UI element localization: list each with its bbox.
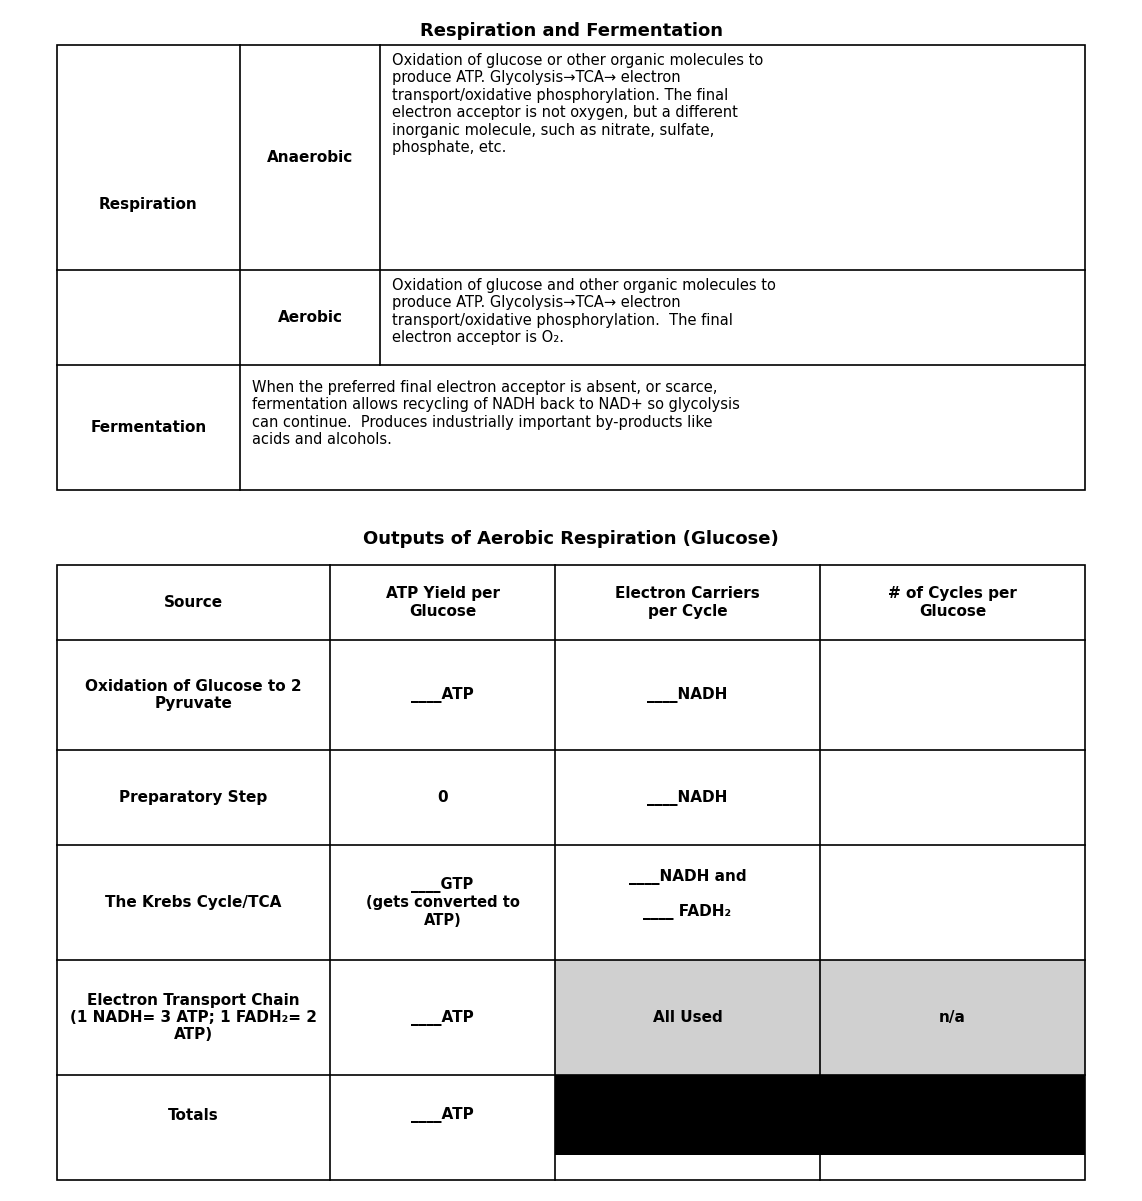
Text: Totals: Totals (168, 1107, 219, 1123)
Text: Aerobic: Aerobic (278, 310, 343, 325)
Text: ____ATP: ____ATP (411, 1107, 474, 1123)
Text: Fermentation: Fermentation (90, 420, 207, 435)
Text: Electron Transport Chain
(1 NADH= 3 ATP; 1 FADH₂= 2
ATP): Electron Transport Chain (1 NADH= 3 ATP;… (70, 992, 317, 1042)
Text: Oxidation of Glucose to 2
Pyruvate: Oxidation of Glucose to 2 Pyruvate (86, 679, 301, 711)
Text: ____NADH: ____NADH (648, 687, 727, 703)
Text: Respiration and Fermentation: Respiration and Fermentation (419, 22, 723, 40)
Text: Anaerobic: Anaerobic (267, 150, 353, 165)
Text: Respiration: Respiration (99, 197, 198, 213)
Text: Oxidation of glucose or other organic molecules to
produce ATP. Glycolysis→TCA→ : Oxidation of glucose or other organic mo… (392, 53, 763, 155)
Bar (820, 960, 1085, 1075)
Bar (57, 564, 1085, 1181)
Text: When the preferred final electron acceptor is absent, or scarce,
fermentation al: When the preferred final electron accept… (252, 380, 740, 447)
Text: Source: Source (164, 594, 223, 610)
Text: Oxidation of glucose and other organic molecules to
produce ATP. Glycolysis→TCA→: Oxidation of glucose and other organic m… (392, 277, 775, 345)
Bar (57, 44, 1085, 490)
Text: Preparatory Step: Preparatory Step (120, 790, 267, 805)
Text: ____ATP: ____ATP (411, 687, 474, 703)
Bar (555, 1075, 820, 1155)
Text: ____ATP: ____ATP (411, 1010, 474, 1026)
Text: n/a: n/a (939, 1010, 966, 1024)
Bar (820, 1075, 1085, 1155)
Text: ATP Yield per
Glucose: ATP Yield per Glucose (386, 586, 499, 619)
Text: Outputs of Aerobic Respiration (Glucose): Outputs of Aerobic Respiration (Glucose) (363, 530, 779, 548)
Text: Electron Carriers
per Cycle: Electron Carriers per Cycle (616, 586, 759, 619)
Text: All Used: All Used (652, 1010, 723, 1024)
Text: 0: 0 (437, 790, 448, 805)
Bar (555, 960, 820, 1075)
Text: # of Cycles per
Glucose: # of Cycles per Glucose (888, 586, 1016, 619)
Text: ____NADH and

____ FADH₂: ____NADH and ____ FADH₂ (629, 868, 747, 920)
Text: ____NADH: ____NADH (648, 789, 727, 806)
Text: The Krebs Cycle/TCA: The Krebs Cycle/TCA (105, 895, 282, 910)
Text: ____GTP
(gets converted to
ATP): ____GTP (gets converted to ATP) (365, 877, 520, 928)
